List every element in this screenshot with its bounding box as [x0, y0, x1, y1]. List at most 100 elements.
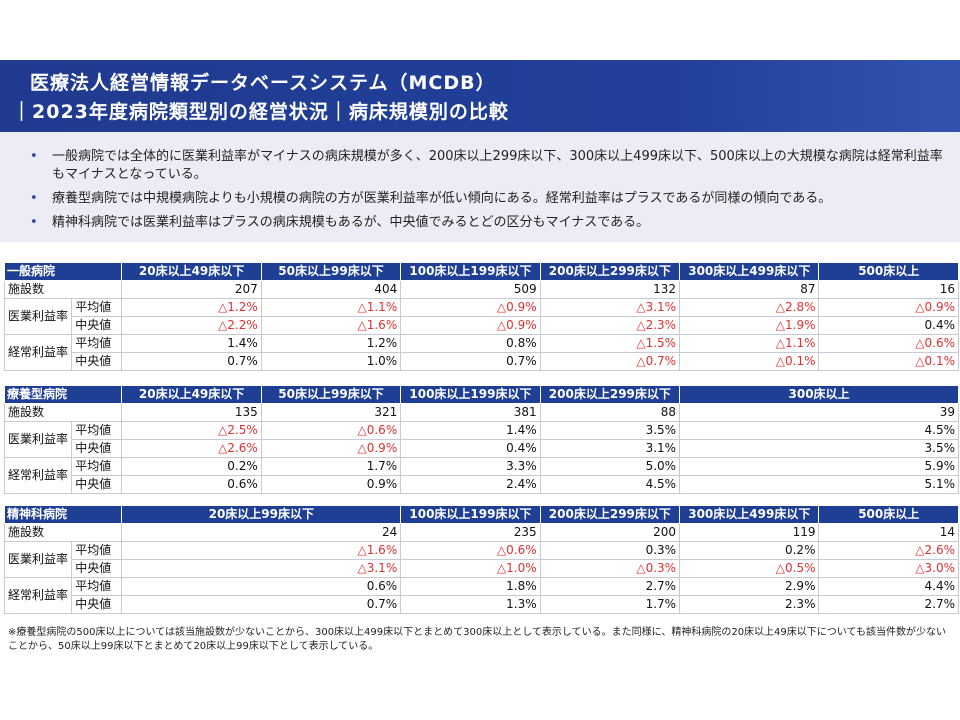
value-cell: 0.9% [260, 475, 402, 494]
value-cell: 1.4% [400, 421, 541, 440]
value-cell: 1.4% [121, 334, 262, 353]
footnote: ※療養型病院の500床以上については該当施設数が少ないことから、300床以上49… [8, 627, 946, 652]
slide-title-line1: 医療法人経営情報データベースシステム（MCDB） [30, 72, 496, 94]
column-header: 50床以上99床以下 [260, 385, 402, 404]
value-cell: △3.1% [539, 298, 681, 317]
facilities-count-cell: 381 [400, 403, 541, 422]
value-cell: 4.4% [818, 577, 959, 596]
value-cell: 0.3% [539, 541, 681, 560]
value-cell: △2.6% [121, 439, 262, 458]
statistic-label: 中央値 [71, 595, 123, 614]
facilities-count-cell: 87 [679, 280, 820, 299]
facilities-count-cell: 509 [400, 280, 541, 299]
table-row: 中央値 0.7% 1.0% 0.7% △0.7% △0.1% △0.1% [5, 352, 959, 371]
statistic-label: 平均値 [71, 421, 123, 440]
value-cell: △0.9% [818, 298, 959, 317]
value-cell: 5.1% [679, 475, 959, 494]
column-header: 500床以上 [818, 262, 959, 281]
value-cell: 2.7% [818, 595, 959, 614]
value-cell: 5.9% [679, 457, 959, 476]
facilities-count-cell: 14 [818, 523, 959, 542]
general-hospital-table: 一般病院 20床以上49床以下 50床以上99床以下 100床以上199床以下 200床… [3, 262, 959, 371]
value-cell: △0.1% [679, 352, 820, 371]
table-title: 療養型病院 [3, 385, 123, 404]
table-row: 中央値 0.6% 0.9% 2.4% 4.5% 5.1% [5, 475, 959, 494]
table-header-row: 精神科病院 20床以上99床以下 100床以上199床以下 200床以上299床以下 3… [3, 505, 959, 524]
facilities-count-cell: 24 [121, 523, 402, 542]
metric-group-label: 経常利益率 [3, 334, 73, 371]
bullet-dot-icon: • [30, 149, 38, 164]
summary-bullet: • 精神科病院では医業利益率はプラスの病床規模もあるが、中央値でみるとどの区分もマ… [30, 214, 950, 232]
value-cell: △0.5% [679, 559, 820, 578]
value-cell: △0.3% [539, 559, 681, 578]
slide-header: 医療法人経営情報データベースシステム（MCDB） ｜2023年度病院類型別の経営… [0, 60, 960, 132]
value-cell: 2.3% [679, 595, 820, 614]
value-cell: 5.0% [539, 457, 681, 476]
facilities-count-cell: 132 [539, 280, 681, 299]
column-header: 200床以上299床以下 [539, 505, 681, 524]
table-row: 医業利益率 平均値 △1.2% △1.1% △0.9% △3.1% △2.8% △0.9% [3, 298, 959, 335]
table-row: 中央値 △3.1% △1.0% △0.3% △0.5% △3.0% [5, 559, 959, 578]
facilities-row: 施設数 207 404 509 132 87 16 [3, 280, 959, 299]
bullet-dot-icon: • [30, 215, 38, 230]
value-cell: 4.5% [539, 475, 681, 494]
value-cell: △0.6% [260, 421, 402, 440]
facilities-row: 施設数 135 321 381 88 39 [3, 403, 959, 422]
table-header-row: 療養型病院 20床以上49床以下 50床以上99床以下 100床以上199床以下 200… [3, 385, 959, 404]
statistic-label: 中央値 [71, 316, 123, 335]
column-header: 300床以上499床以下 [679, 262, 820, 281]
facilities-label: 施設数 [3, 280, 123, 299]
metric-group-label: 医業利益率 [3, 541, 73, 578]
metric-group-label: 経常利益率 [3, 457, 73, 494]
value-cell: 0.6% [121, 475, 262, 494]
value-cell: 3.3% [400, 457, 541, 476]
facilities-count-cell: 321 [260, 403, 402, 422]
slide-title-line2: ｜2023年度病院類型別の経営状況｜病床規模別の比較 [12, 101, 509, 123]
metric-group-label: 医業利益率 [3, 421, 73, 458]
table-row: 中央値 △2.2% △1.6% △0.9% △2.3% △1.9% 0.4% [5, 316, 959, 335]
facilities-label: 施設数 [3, 523, 123, 542]
value-cell: 0.8% [400, 334, 541, 353]
value-cell: △0.1% [818, 352, 959, 371]
value-cell: 3.5% [679, 439, 959, 458]
value-cell: △3.1% [121, 559, 402, 578]
value-cell: 2.4% [400, 475, 541, 494]
value-cell: △1.1% [679, 334, 820, 353]
table-row: 経常利益率 平均値 0.2% 1.7% 3.3% 5.0% 5.9% [3, 457, 959, 494]
value-cell: 0.2% [121, 457, 262, 476]
column-header: 200床以上299床以下 [539, 385, 681, 404]
value-cell: △0.9% [400, 316, 541, 335]
table-row: 医業利益率 平均値 △1.6% △0.6% 0.3% 0.2% △2.6% [3, 541, 959, 578]
value-cell: 0.4% [400, 439, 541, 458]
value-cell: △2.2% [121, 316, 262, 335]
summary-bullet-text: 療養型病院では中規模病院よりも小規模の病院の方が医業利益率が低い傾向にある。経常… [52, 191, 832, 206]
value-cell: 1.2% [260, 334, 402, 353]
column-header: 300床以上499床以下 [679, 505, 820, 524]
statistic-label: 平均値 [71, 541, 123, 560]
statistic-label: 平均値 [71, 577, 123, 596]
value-cell: 3.1% [539, 439, 681, 458]
column-header: 20床以上49床以下 [121, 385, 262, 404]
facilities-count-cell: 200 [539, 523, 681, 542]
summary-list: • 一般病院では全体的に医業利益率がマイナスの病床規模が多く、200床以上299床… [30, 148, 950, 238]
facilities-count-cell: 404 [260, 280, 402, 299]
value-cell: △2.8% [679, 298, 820, 317]
table-title: 一般病院 [3, 262, 123, 281]
column-header: 100床以上199床以下 [400, 385, 541, 404]
table-row: 医業利益率 平均値 △2.5% △0.6% 1.4% 3.5% 4.5% [3, 421, 959, 458]
value-cell: △1.0% [400, 559, 541, 578]
table-header-row: 一般病院 20床以上49床以下 50床以上99床以下 100床以上199床以下 200床… [3, 262, 959, 281]
summary-box: • 一般病院では全体的に医業利益率がマイナスの病床規模が多く、200床以上299床… [0, 132, 960, 242]
metric-group-label: 経常利益率 [3, 577, 73, 614]
facilities-count-cell: 16 [818, 280, 959, 299]
value-cell: 2.7% [539, 577, 681, 596]
statistic-label: 平均値 [71, 334, 123, 353]
value-cell: 0.7% [121, 595, 402, 614]
table-row: 経常利益率 平均値 0.6% 1.8% 2.7% 2.9% 4.4% [3, 577, 959, 614]
value-cell: 0.7% [121, 352, 262, 371]
value-cell: △0.6% [400, 541, 541, 560]
statistic-label: 中央値 [71, 439, 123, 458]
value-cell: △0.9% [400, 298, 541, 317]
value-cell: △1.6% [121, 541, 402, 560]
value-cell: △0.9% [260, 439, 402, 458]
